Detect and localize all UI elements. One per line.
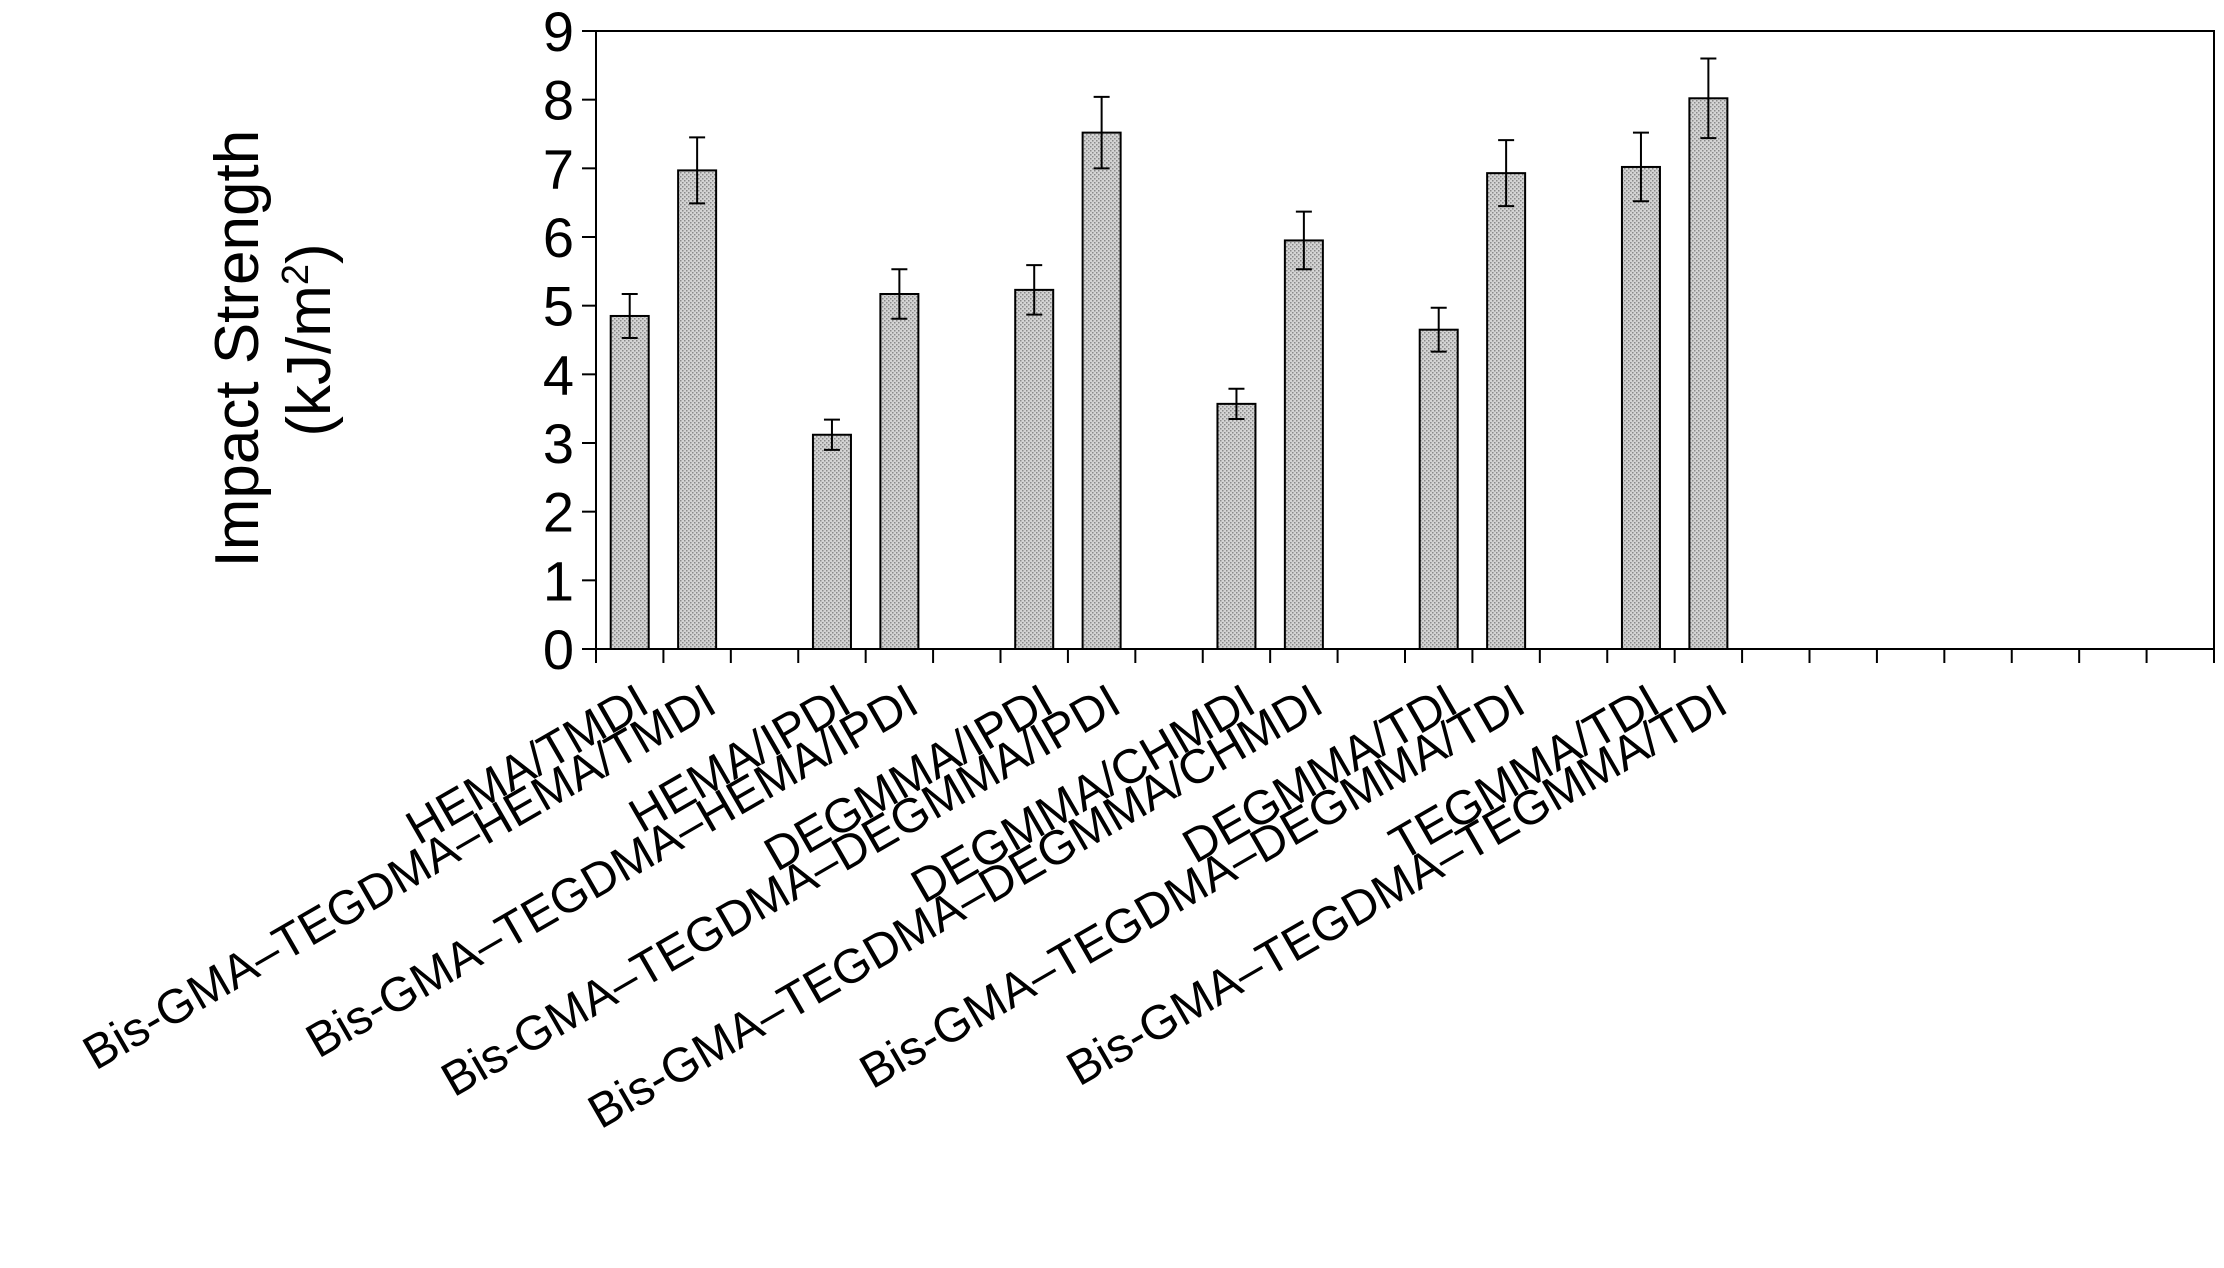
y-tick-label: 1	[543, 549, 574, 612]
y-tick-label: 9	[543, 0, 574, 63]
bar	[1216, 402, 1257, 650]
bar	[677, 169, 718, 650]
bar	[1418, 328, 1459, 650]
y-tick-label: 7	[543, 137, 574, 200]
category-labels: HEMA/TMDIBis-GMA–TEGDMA–HEMA/TMDIHEMA/IP…	[75, 675, 1736, 1140]
error-bars	[621, 57, 1717, 451]
x-axis	[595, 649, 2215, 663]
y-tick-label: 0	[543, 618, 574, 681]
y-axis-title: Impact Strength (kJ/m2)	[203, 113, 344, 568]
bars	[609, 97, 1729, 651]
bar	[1486, 172, 1527, 650]
y-tick-label: 2	[543, 481, 574, 544]
y-axis-title-line1: Impact Strength	[203, 130, 272, 568]
bar	[1283, 239, 1324, 651]
y-tick-label: 8	[543, 69, 574, 132]
y-tick-label: 6	[543, 206, 574, 269]
bar	[811, 433, 852, 651]
y-tick-label: 3	[543, 412, 574, 475]
bar	[1688, 97, 1729, 650]
y-tick-label: 4	[543, 343, 574, 406]
bar	[1620, 165, 1661, 651]
y-tick-label: 5	[543, 275, 574, 338]
bar	[609, 314, 650, 650]
bar	[1081, 131, 1122, 651]
bar	[1014, 288, 1055, 650]
bar	[879, 292, 920, 650]
